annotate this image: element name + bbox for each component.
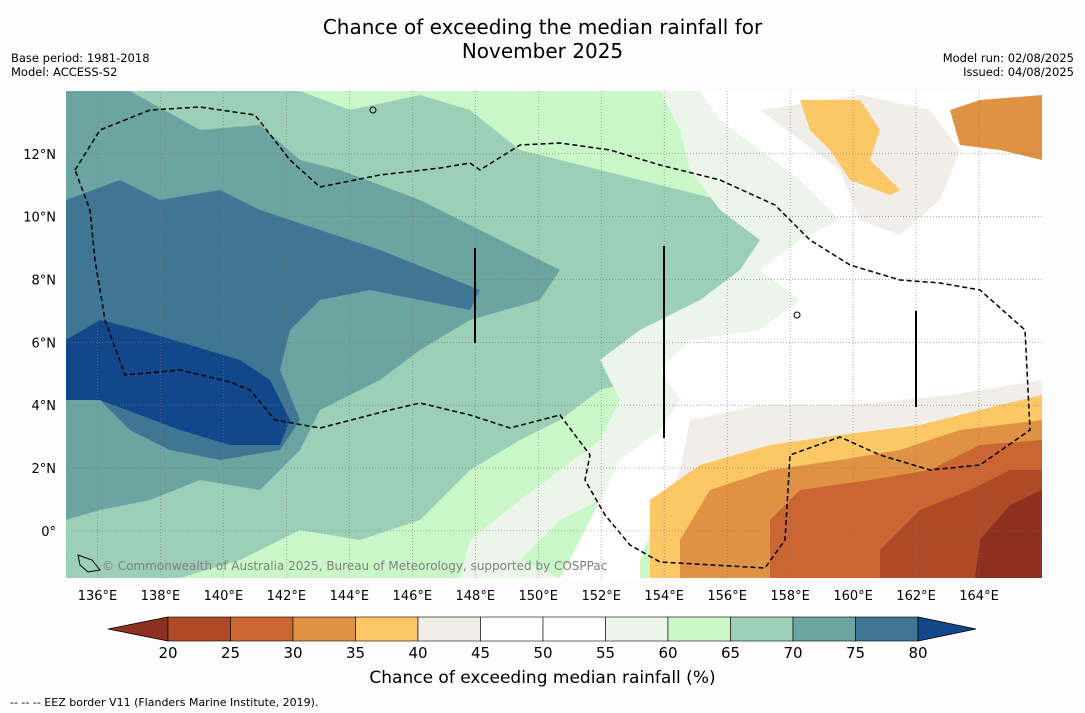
map-area[interactable]: © Commonwealth of Australia 2025, Bureau…	[66, 91, 1042, 578]
latitude-label: 6°N	[32, 336, 57, 351]
colorbar-swatch	[355, 616, 419, 642]
colorbar-swatch	[542, 616, 606, 642]
colorbar-swatch	[605, 616, 669, 642]
longitude-label: 154°E	[644, 589, 684, 604]
colorbar-tick-label: 30	[283, 644, 302, 662]
meta-right: Model run: 02/08/2025 Issued: 04/08/2025	[943, 51, 1074, 79]
contour-80-plus	[66, 320, 290, 445]
colorbar-tick-label: 55	[596, 644, 615, 662]
contour-30-35	[680, 95, 1042, 578]
colorbar-tick-label: 75	[846, 644, 865, 662]
longitude-label: 142°E	[267, 589, 307, 604]
colorbar-swatch	[230, 616, 294, 642]
model-text: Model: ACCESS-S2	[11, 65, 118, 79]
island-2	[793, 311, 801, 319]
colorbar-tick-label: 20	[158, 644, 177, 662]
colorbar-swatch	[667, 616, 731, 642]
longitude-label: 148°E	[456, 589, 496, 604]
longitude-label: 138°E	[141, 589, 181, 604]
base-period-text: Base period: 1981-2018	[11, 51, 150, 65]
longitude-label: 160°E	[833, 589, 873, 604]
colorbar-swatch	[480, 616, 544, 642]
longitude-label: 152°E	[581, 589, 621, 604]
colorbar-tick-label: 35	[346, 644, 365, 662]
island-1	[369, 106, 377, 114]
meta-left: Base period: 1981-2018 Model: ACCESS-S2	[11, 51, 150, 79]
longitude-label: 156°E	[707, 589, 747, 604]
colorbar-swatch	[292, 616, 356, 642]
longitude-labels: 136°E 138°E 140°E 142°E 144°E 146°E 148°E 150°E…	[78, 589, 999, 604]
island-palau	[77, 554, 101, 573]
colorbar-tick-label: 40	[408, 644, 427, 662]
issued-text: Issued: 04/08/2025	[963, 65, 1074, 79]
colorbar-extend-low	[107, 616, 169, 642]
colorbar-swatch	[730, 616, 794, 642]
longitude-label: 164°E	[959, 589, 999, 604]
latitude-label: 8°N	[32, 274, 57, 289]
latitude-label: 4°N	[32, 399, 57, 414]
eez-border-line	[74, 106, 1031, 569]
map-title-line1: Chance of exceeding the median rainfall …	[322, 15, 763, 39]
colorbar-title: Chance of exceeding median rainfall (%)	[369, 668, 716, 688]
colorbar-extend-high	[917, 616, 977, 642]
colorbar-tick-label: 60	[658, 644, 677, 662]
colorbar-swatch	[792, 616, 856, 642]
latitude-labels: 12°N 10°N 8°N 6°N 4°N 2°N 0°	[23, 148, 56, 540]
map-title-line2: November 2025	[461, 39, 624, 63]
latitude-label: 12°N	[23, 148, 56, 163]
model-run-text: Model run: 02/08/2025	[942, 51, 1074, 65]
colorbar-swatch	[417, 616, 481, 642]
longitude-label: 150°E	[518, 589, 558, 604]
colorbar-swatch	[855, 616, 919, 642]
colorbar-tick-label: 70	[783, 644, 802, 662]
latitude-label: 0°	[41, 525, 56, 540]
colorbar-tick-label: 80	[908, 644, 927, 662]
longitude-label: 144°E	[330, 589, 370, 604]
colorbar-tick-label: 25	[221, 644, 240, 662]
colorbar-tick-label: 50	[533, 644, 552, 662]
footnote: -- -- -- EEZ border V11 (Flanders Marine…	[10, 696, 319, 709]
colorbar-tick-label: 45	[471, 644, 490, 662]
map-watermark: © Commonwealth of Australia 2025, Bureau…	[102, 559, 607, 573]
longitude-label: 140°E	[204, 589, 244, 604]
longitude-label: 162°E	[896, 589, 936, 604]
latitude-label: 10°N	[23, 211, 56, 226]
longitude-label: 158°E	[770, 589, 810, 604]
colorbar: 20 25 30 35 40 45 50 55 60 65 70 75 80	[107, 616, 977, 662]
colorbar-swatch	[167, 616, 231, 642]
colorbar-tick-label: 65	[721, 644, 740, 662]
graticule	[66, 91, 1042, 578]
latitude-label: 2°N	[32, 462, 57, 477]
contour-below-20	[975, 490, 1042, 578]
longitude-label: 136°E	[78, 589, 118, 604]
longitude-label: 146°E	[393, 589, 433, 604]
